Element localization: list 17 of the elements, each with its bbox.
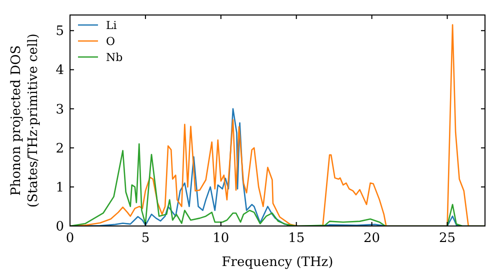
x-tick-label: 0	[66, 231, 74, 246]
legend-label: Li	[106, 19, 118, 32]
x-tick-label: 15	[288, 231, 305, 246]
x-tick-label: 10	[212, 231, 230, 246]
x-tick-label: 25	[439, 231, 456, 246]
x-tick-label: 5	[141, 231, 150, 246]
y-tick-label: 1	[56, 180, 64, 196]
y-tick-label: 2	[56, 141, 64, 156]
y-tick-label: 4	[56, 63, 64, 78]
y-tick-label: 5	[56, 24, 64, 40]
legend-label: Nb	[106, 51, 123, 64]
y-axis-title: Phonon projected DOS (States/THz·primitive cell)	[9, 33, 41, 208]
x-tick-label: 20	[364, 231, 380, 246]
y-tick-label: 3	[56, 102, 64, 118]
y-tick-label: 0	[56, 220, 64, 234]
x-axis-title: Frequency (THz)	[222, 255, 334, 270]
legend-label: O	[106, 35, 116, 48]
